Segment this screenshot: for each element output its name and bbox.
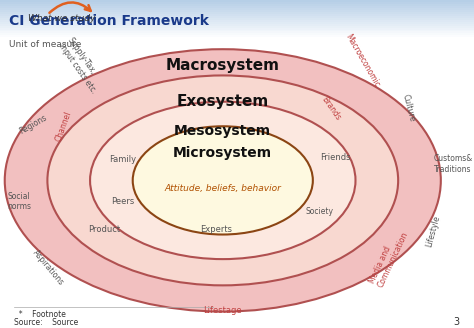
Bar bbox=[0, 23, 474, 26]
Bar bbox=[0, 10, 474, 12]
Text: 3: 3 bbox=[454, 317, 460, 327]
Bar bbox=[0, 15, 474, 18]
Text: *    Footnote: * Footnote bbox=[14, 310, 66, 319]
Text: Family: Family bbox=[109, 154, 136, 164]
Text: Attitude, beliefs, behavior: Attitude, beliefs, behavior bbox=[164, 184, 281, 193]
Text: Media and
Communication: Media and Communication bbox=[367, 226, 410, 289]
Text: Aspirations: Aspirations bbox=[31, 248, 65, 287]
Bar bbox=[0, 17, 474, 20]
Text: Product: Product bbox=[88, 225, 120, 234]
Text: Unit of measure: Unit of measure bbox=[9, 40, 82, 49]
Text: Experts: Experts bbox=[200, 225, 232, 234]
Bar bbox=[0, 4, 474, 6]
Text: Society: Society bbox=[306, 207, 334, 216]
Bar bbox=[0, 13, 474, 16]
Bar bbox=[0, 37, 474, 39]
Ellipse shape bbox=[47, 75, 398, 285]
Text: Culture: Culture bbox=[401, 93, 417, 123]
Text: Macroeconomic: Macroeconomic bbox=[344, 32, 382, 89]
Bar bbox=[0, 29, 474, 31]
Text: Channel: Channel bbox=[55, 110, 74, 143]
Bar bbox=[0, 8, 474, 10]
Text: CI Generation Framework: CI Generation Framework bbox=[9, 14, 210, 28]
Ellipse shape bbox=[90, 102, 356, 259]
Text: Macrosystem: Macrosystem bbox=[166, 58, 280, 73]
Text: Friends: Friends bbox=[320, 153, 350, 162]
Text: Lifestyle: Lifestyle bbox=[424, 215, 441, 248]
Text: What we study: What we study bbox=[28, 13, 95, 23]
Bar bbox=[0, 0, 474, 39]
Text: Microsystem: Microsystem bbox=[173, 146, 273, 159]
Bar bbox=[0, 11, 474, 14]
Text: Brands: Brands bbox=[320, 95, 343, 122]
Bar bbox=[0, 25, 474, 28]
Ellipse shape bbox=[5, 49, 441, 312]
Text: Lifestage: Lifestage bbox=[203, 306, 242, 316]
Bar bbox=[0, 35, 474, 37]
Ellipse shape bbox=[133, 126, 313, 235]
Text: Peers: Peers bbox=[111, 197, 135, 206]
Text: Source:    Source: Source: Source bbox=[14, 318, 79, 327]
Bar bbox=[0, 21, 474, 24]
Text: Regions: Regions bbox=[18, 113, 49, 136]
Bar bbox=[0, 6, 474, 8]
Bar bbox=[0, 2, 474, 4]
Bar bbox=[0, 33, 474, 35]
Bar bbox=[0, 0, 474, 2]
Text: Supply-Tax,
Input costs etc.: Supply-Tax, Input costs etc. bbox=[57, 36, 107, 95]
Bar bbox=[0, 31, 474, 33]
Text: Customs&
Traditions: Customs& Traditions bbox=[434, 154, 473, 174]
Text: Exosystem: Exosystem bbox=[177, 94, 269, 109]
Text: Social
norms: Social norms bbox=[7, 192, 31, 212]
Text: Mesosystem: Mesosystem bbox=[174, 124, 271, 138]
Bar bbox=[0, 27, 474, 30]
Bar bbox=[0, 19, 474, 22]
